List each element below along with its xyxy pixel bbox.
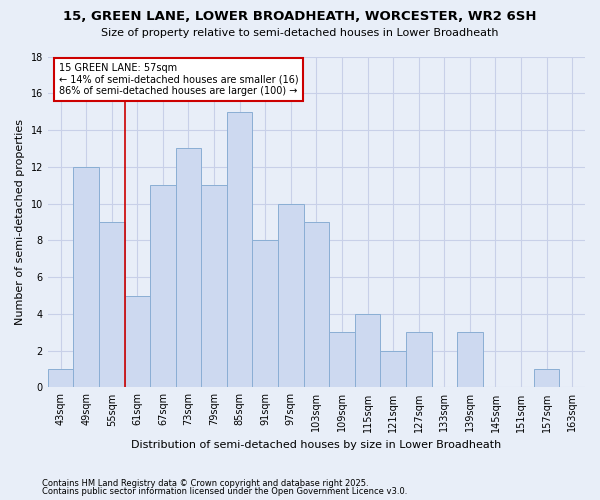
X-axis label: Distribution of semi-detached houses by size in Lower Broadheath: Distribution of semi-detached houses by … [131, 440, 502, 450]
Text: Size of property relative to semi-detached houses in Lower Broadheath: Size of property relative to semi-detach… [101, 28, 499, 38]
Bar [227, 112, 253, 388]
Bar [253, 240, 278, 388]
Bar [278, 204, 304, 388]
Bar [355, 314, 380, 388]
Text: 15, GREEN LANE, LOWER BROADHEATH, WORCESTER, WR2 6SH: 15, GREEN LANE, LOWER BROADHEATH, WORCES… [63, 10, 537, 23]
Bar [304, 222, 329, 388]
Bar [48, 369, 73, 388]
Y-axis label: Number of semi-detached properties: Number of semi-detached properties [15, 119, 25, 325]
Bar [329, 332, 355, 388]
Bar [73, 167, 99, 388]
Bar [406, 332, 431, 388]
Bar [99, 222, 125, 388]
Bar [380, 350, 406, 388]
Text: Contains public sector information licensed under the Open Government Licence v3: Contains public sector information licen… [42, 487, 407, 496]
Bar [201, 185, 227, 388]
Bar [125, 296, 150, 388]
Text: 15 GREEN LANE: 57sqm
← 14% of semi-detached houses are smaller (16)
86% of semi-: 15 GREEN LANE: 57sqm ← 14% of semi-detac… [59, 63, 298, 96]
Bar [457, 332, 482, 388]
Bar [150, 185, 176, 388]
Text: Contains HM Land Registry data © Crown copyright and database right 2025.: Contains HM Land Registry data © Crown c… [42, 478, 368, 488]
Bar [176, 148, 201, 388]
Bar [534, 369, 559, 388]
